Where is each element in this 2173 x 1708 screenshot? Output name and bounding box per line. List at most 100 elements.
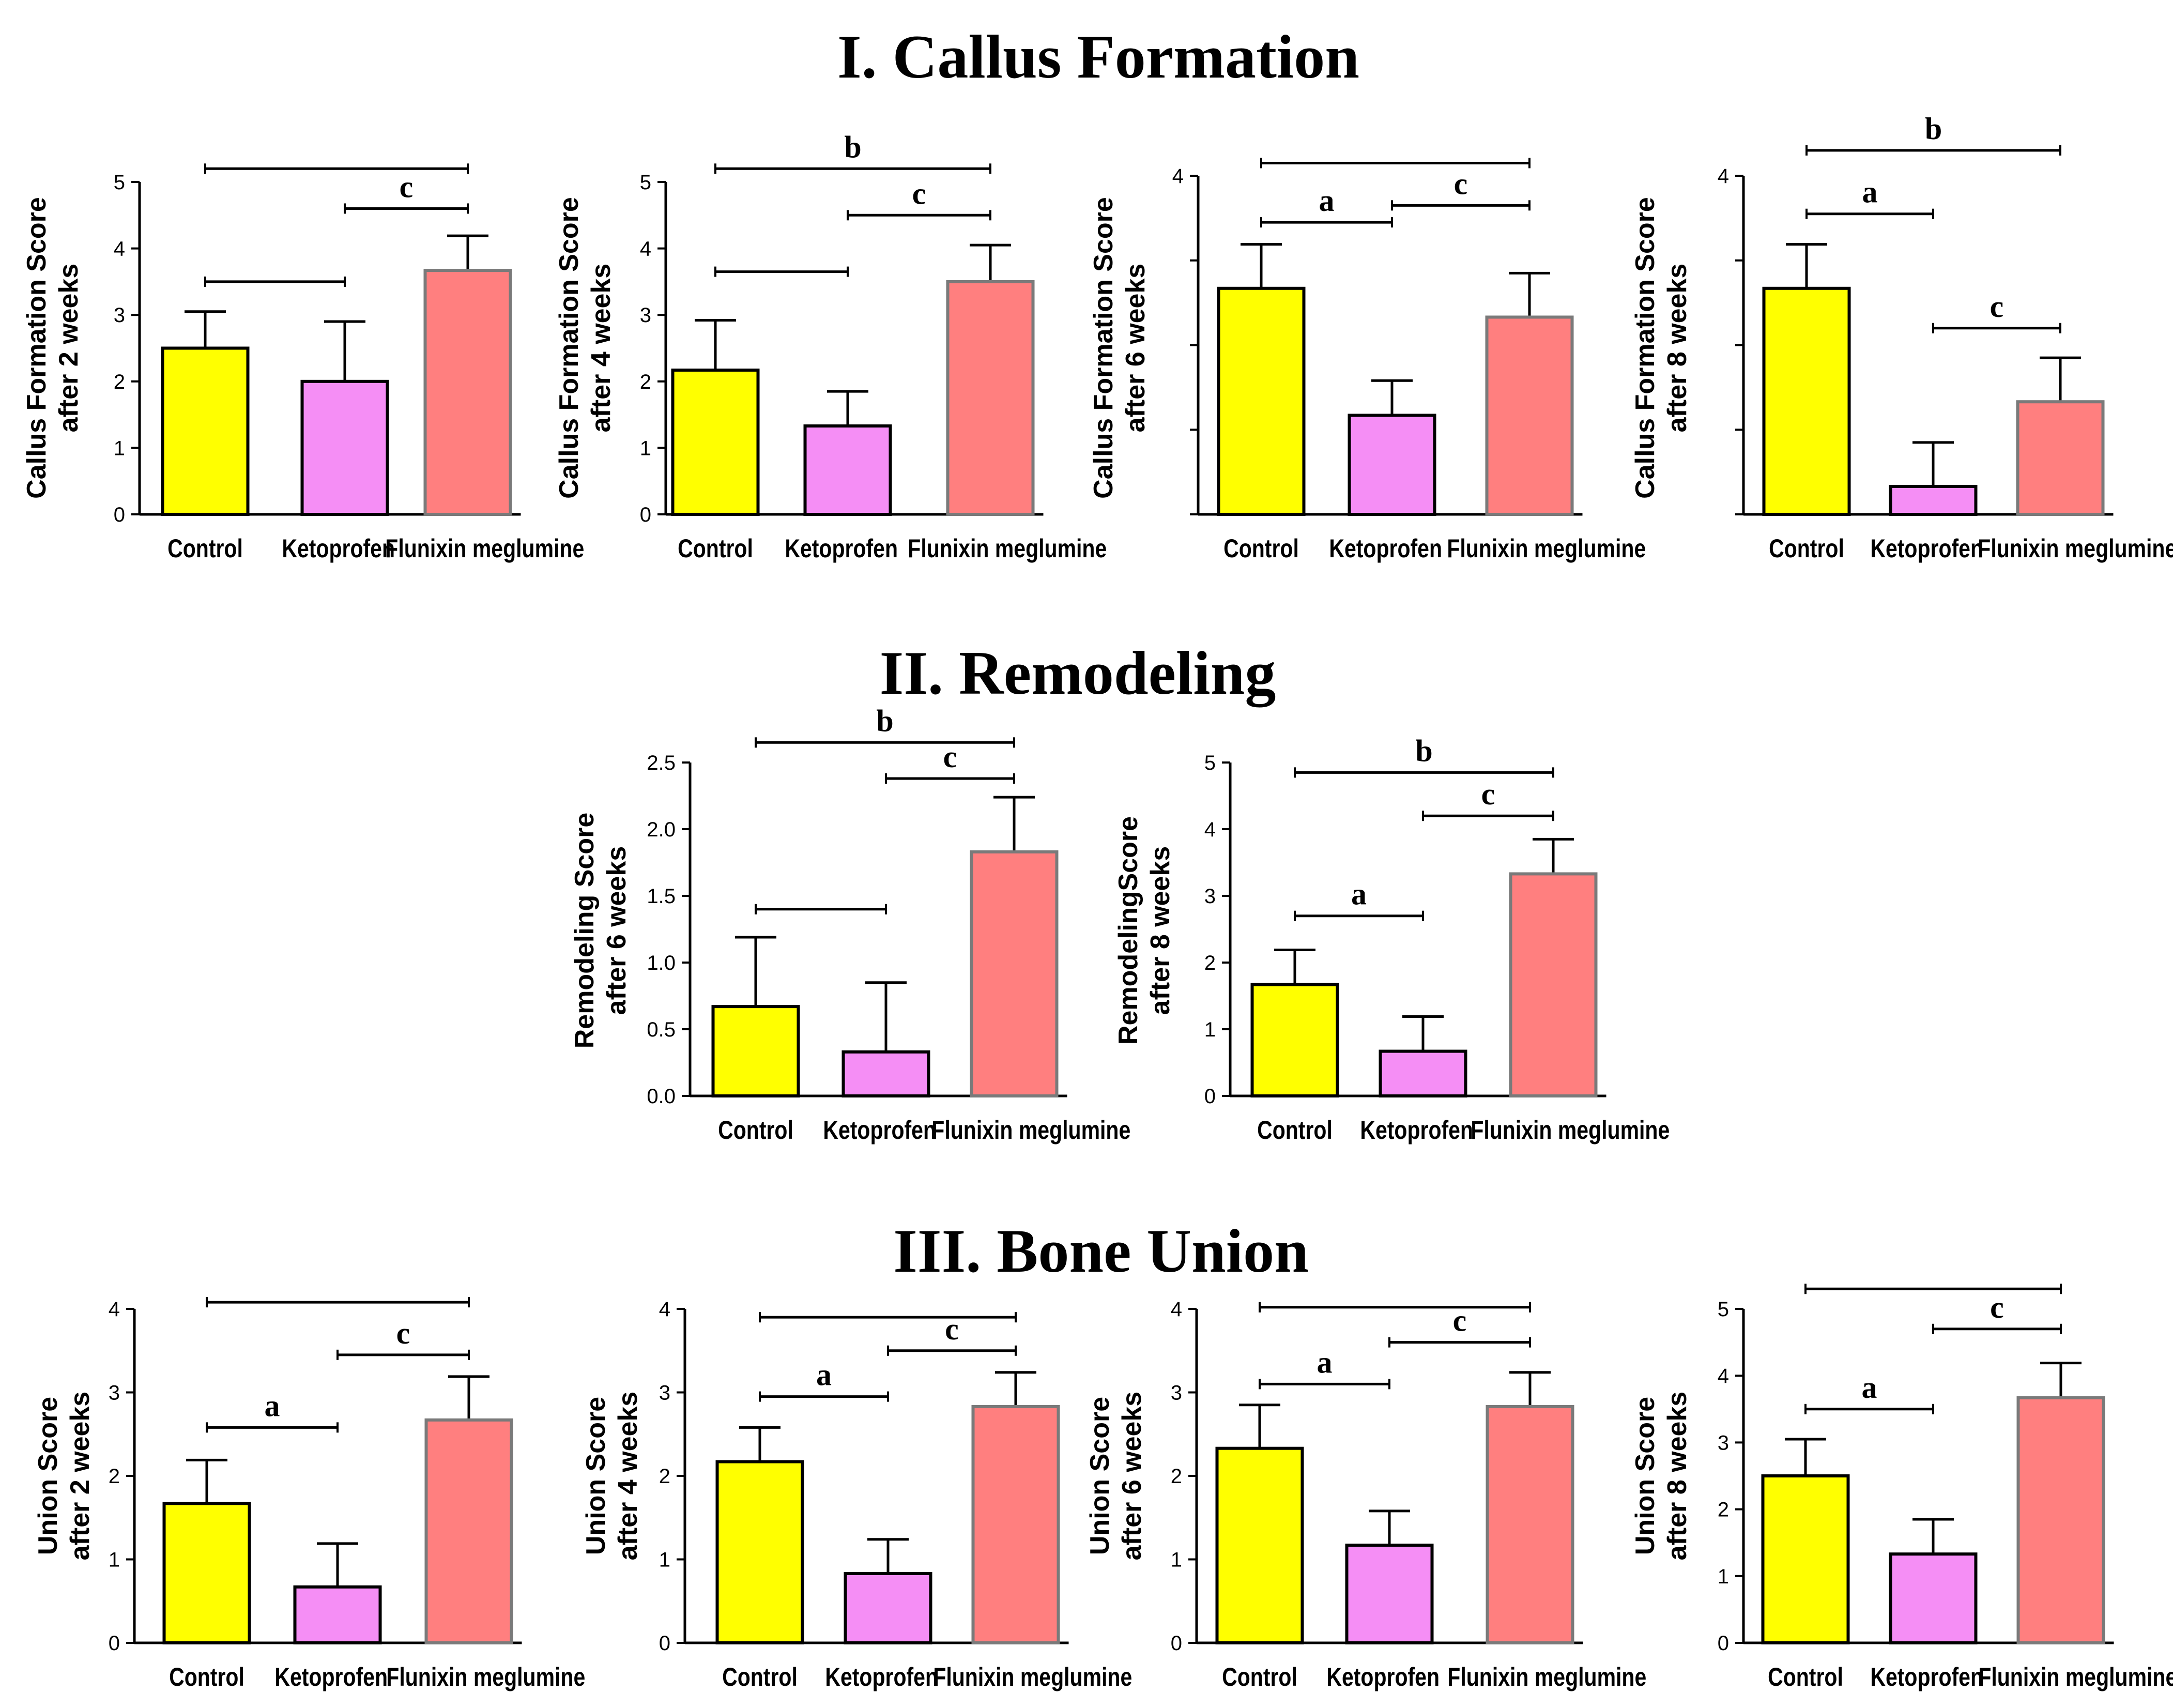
category-label-flunixin: Flunixin meglumine xyxy=(933,1663,1132,1691)
category-label-flunixin: Flunixin meglumine xyxy=(1978,1663,2173,1691)
y-axis-label-line: after 4 weeks xyxy=(613,1392,643,1561)
significance-label: c xyxy=(1481,777,1495,811)
section-title-union: III. Bone Union xyxy=(893,1216,1309,1285)
y-tick-label: 4 xyxy=(1171,1298,1182,1321)
significance-label: c xyxy=(1990,289,2004,324)
y-axis-label-line: Union Score xyxy=(1630,1397,1660,1555)
category-label-flunixin: Flunixin meglumine xyxy=(1471,1116,1670,1145)
y-axis-label-line: Union Score xyxy=(33,1397,63,1555)
y-axis-label: Callus Formation Scoreafter 6 weeks xyxy=(1089,197,1151,499)
bar-flunixin xyxy=(946,280,1035,516)
y-tick-label: 4 xyxy=(1204,818,1216,841)
bar-ketoprofen xyxy=(293,1585,382,1644)
y-tick-label: 0 xyxy=(1171,1632,1182,1655)
bar-control xyxy=(1762,286,1851,516)
y-tick-label: 4 xyxy=(1718,1365,1729,1387)
category-label-flunixin: Flunixin meglumine xyxy=(931,1116,1130,1145)
y-tick-label: 2 xyxy=(109,1465,120,1488)
y-tick-label: 1 xyxy=(114,437,125,460)
y-tick-label: 2 xyxy=(1171,1465,1182,1488)
bar-control xyxy=(711,1005,800,1098)
y-tick-label: 3 xyxy=(1204,885,1216,908)
significance-label: c xyxy=(1453,1304,1467,1338)
category-label-flunixin: Flunixin meglumine xyxy=(386,1663,585,1691)
bar-flunixin xyxy=(2016,1396,2105,1644)
bar-flunixin xyxy=(423,269,512,516)
bar-control xyxy=(1250,983,1339,1097)
category-label-flunixin: Flunixin meglumine xyxy=(908,534,1107,563)
bar-flunixin xyxy=(1485,315,1574,516)
y-tick-label: 2 xyxy=(114,371,125,393)
category-label-control: Control xyxy=(1222,1663,1297,1691)
bar-ketoprofen xyxy=(1889,484,1978,516)
chart-panel: 0 1 2 3 4 5 Callus Formation Scoreafter 4 week… xyxy=(554,130,1107,563)
category-label-flunixin: Flunixin meglumine xyxy=(1978,534,2173,563)
y-tick-label: 4 xyxy=(109,1298,120,1321)
y-axis-label: Callus Formation Scoreafter 4 weeks xyxy=(554,197,616,499)
y-tick-label: 0 xyxy=(1204,1085,1216,1108)
chart-panel: 0 1 2 3 4 5 RemodelingScoreafter 8 weeks Contro… xyxy=(1113,734,1670,1145)
y-tick-label: 1 xyxy=(659,1549,670,1572)
significance-label: a xyxy=(1319,184,1335,218)
y-tick-label: 0 xyxy=(659,1632,670,1655)
y-tick-label: 4 xyxy=(1172,165,1184,188)
y-tick-label: 3 xyxy=(1718,1431,1729,1454)
chart-panel: 0 1 2 3 4 Union Scoreafter 6 weeks Control Keto… xyxy=(1085,1298,1646,1691)
y-tick-label: 1 xyxy=(1718,1565,1729,1588)
category-label-control: Control xyxy=(1768,1663,1843,1691)
y-axis-label: Callus Formation Scoreafter 8 weeks xyxy=(1630,197,1692,499)
y-tick-label: 3 xyxy=(640,304,651,327)
category-label-control: Control xyxy=(722,1663,798,1691)
y-tick-label: 1.5 xyxy=(647,885,676,908)
y-tick-label: 1 xyxy=(1204,1018,1216,1041)
significance-label: b xyxy=(1415,734,1432,768)
y-tick-label: 0.0 xyxy=(647,1085,676,1108)
y-tick-label: 3 xyxy=(109,1382,120,1405)
y-tick-label: 3 xyxy=(1171,1382,1182,1405)
chart-panel: 4 Callus Formation Scoreafter 8 weeks Cont… xyxy=(1630,112,2173,563)
y-axis-label-line: Union Score xyxy=(581,1397,611,1555)
bar-flunixin xyxy=(1486,1405,1574,1645)
bar-flunixin xyxy=(1509,872,1598,1098)
y-tick-label: 0 xyxy=(114,504,125,526)
bar-control xyxy=(671,368,760,516)
bar-flunixin xyxy=(424,1418,513,1644)
y-tick-label: 1 xyxy=(1171,1549,1182,1572)
y-tick-label: 0 xyxy=(1718,1632,1729,1655)
y-axis-label: Callus Formation Scoreafter 2 weeks xyxy=(22,197,84,499)
significance-label: a xyxy=(1351,877,1367,911)
bar-ketoprofen xyxy=(1889,1552,1978,1645)
y-tick-label: 3 xyxy=(659,1382,670,1405)
y-tick-label: 3 xyxy=(114,304,125,327)
bar-control xyxy=(162,1502,251,1644)
significance-label: a xyxy=(265,1389,280,1423)
bar-ketoprofen xyxy=(300,379,389,516)
y-tick-label: 1 xyxy=(109,1549,120,1572)
significance-label: a xyxy=(1862,175,1878,209)
y-tick-label: 5 xyxy=(640,171,651,194)
significance-label: c xyxy=(945,1312,959,1346)
category-label-ketoprofen: Ketoprofen xyxy=(1360,1116,1473,1145)
bar-ketoprofen xyxy=(844,1572,932,1645)
category-label-control: Control xyxy=(718,1116,793,1145)
y-axis-label-line: Union Score xyxy=(1085,1397,1115,1555)
significance-label: a xyxy=(816,1358,832,1392)
y-tick-label: 5 xyxy=(114,171,125,194)
category-label-ketoprofen: Ketoprofen xyxy=(825,1663,938,1691)
significance-label: c xyxy=(912,176,926,210)
category-label-control: Control xyxy=(167,534,243,563)
y-tick-label: 1.0 xyxy=(647,952,676,974)
bar-ketoprofen xyxy=(1379,1049,1467,1097)
significance-label: a xyxy=(1317,1345,1333,1379)
category-label-control: Control xyxy=(1223,534,1299,563)
significance-label: b xyxy=(876,704,893,738)
y-tick-label: 0 xyxy=(109,1632,120,1655)
category-label-flunixin: Flunixin meglumine xyxy=(1447,534,1646,563)
y-tick-label: 2 xyxy=(1204,952,1216,974)
bar-flunixin xyxy=(2016,400,2105,516)
y-tick-label: 5 xyxy=(1204,752,1216,774)
y-axis-label-line: after 8 weeks xyxy=(1662,264,1692,433)
